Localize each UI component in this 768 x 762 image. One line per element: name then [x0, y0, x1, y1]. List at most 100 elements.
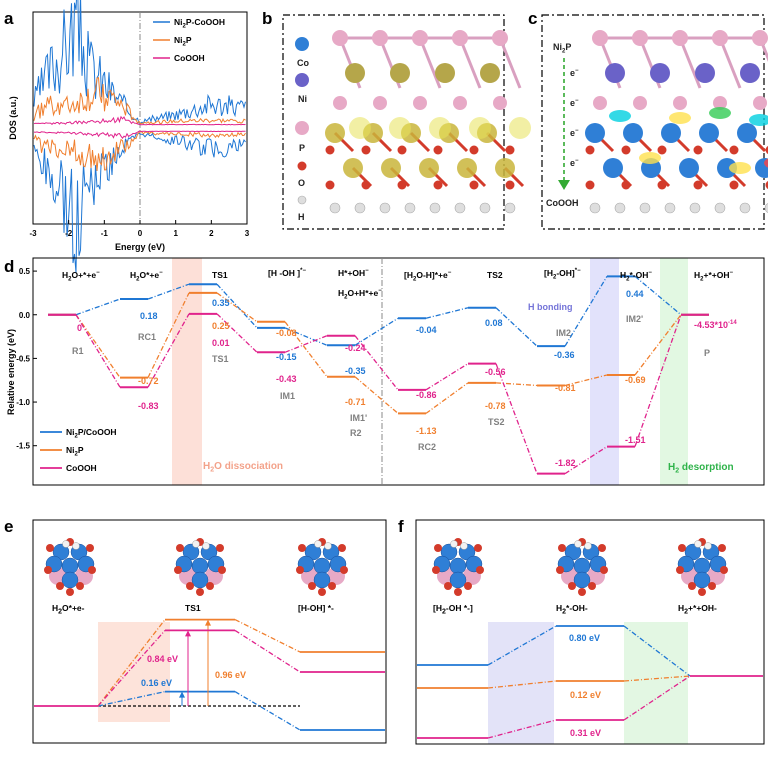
value-label: 0.08 [485, 318, 503, 328]
h-atom [203, 543, 210, 550]
ni-atom [650, 63, 670, 83]
f-bonding-region [488, 622, 554, 744]
h-atom [665, 203, 675, 213]
ni-atom [740, 63, 760, 83]
e-barrier-arrowhead [185, 630, 191, 636]
energy-ytick-label: -1.5 [16, 442, 30, 451]
o-atom [694, 146, 703, 155]
atom-label-ni: Ni [298, 94, 307, 104]
co-atom [62, 558, 78, 574]
o-atom [44, 566, 52, 574]
energy-legend: Ni2P/CoOOH Ni2P CoOOH [40, 427, 117, 473]
o-atom [658, 181, 667, 190]
h-atom [505, 203, 515, 213]
o-atom [558, 544, 566, 552]
value-label: 0.25 [212, 321, 230, 331]
ni-atom [605, 63, 625, 83]
o-atom [66, 588, 74, 596]
charge-isosurface [429, 117, 451, 139]
value-label: -0.43 [276, 374, 297, 384]
o-atom [470, 146, 479, 155]
h2o-dissociation-label: H2O dissociation [203, 461, 283, 474]
energy-ytick-label: -1.0 [16, 398, 30, 407]
h2-desorption-region [660, 258, 688, 485]
e-connector [235, 630, 300, 672]
state-ts1: TS1 [212, 354, 229, 364]
o-atom [308, 582, 316, 590]
co-atom [603, 158, 623, 178]
o-atom [622, 146, 631, 155]
o-atom [56, 582, 64, 590]
legend-cooh: CoOOH [174, 53, 205, 63]
dos-xtick-label: 1 [173, 229, 178, 238]
barrier-chart-f: [H2-OH *-] H2*-OH- H2+*+OH- 0.80 eV 0.12… [416, 520, 764, 744]
stage-ts2: TS2 [487, 270, 503, 280]
o-atom [338, 544, 346, 552]
e-series [34, 620, 385, 730]
o-atom [698, 588, 706, 596]
value-label: -1.51 [625, 435, 646, 445]
o-atom [694, 181, 703, 190]
charge-density-blob [729, 162, 751, 174]
dos-xtick-label: 2 [209, 229, 214, 238]
value-label: -0.81 [555, 383, 576, 393]
o-atom [586, 181, 595, 190]
co-atom [381, 158, 401, 178]
value-label: -0.24 [345, 343, 366, 353]
value-label: -0.78 [485, 401, 506, 411]
value-label: -0.69 [625, 375, 646, 385]
ni-atom [695, 63, 715, 83]
o-atom [398, 181, 407, 190]
o-atom [362, 181, 371, 190]
state-ts2: TS2 [488, 417, 505, 427]
h-atom [715, 203, 725, 213]
panel-label-a: a [4, 9, 14, 28]
stage-h2-free: H2+*+OH− [694, 270, 733, 283]
energy-ytick-label: -0.5 [16, 354, 30, 363]
stage-h-plus-oh: H*+OH− [338, 268, 369, 278]
legend-ni2p: Ni2P [66, 445, 84, 458]
e-connector [235, 620, 300, 652]
h-atom [325, 543, 332, 550]
ni-atom-icon [295, 73, 309, 87]
h-atom [380, 203, 390, 213]
state-rc1: RC1 [138, 332, 156, 342]
value-label: -1.82 [555, 458, 576, 468]
value-label: -0.83 [138, 401, 159, 411]
o-atom [318, 588, 326, 596]
h-atom [695, 541, 702, 548]
o-atom [218, 566, 226, 574]
c-top-label: Ni2P [553, 42, 571, 55]
p-atom [492, 30, 508, 46]
f-desorption-region [624, 622, 688, 744]
o-atom [432, 566, 440, 574]
ni-atom [390, 63, 410, 83]
o-atom [46, 544, 54, 552]
value-label: -0.72 [138, 376, 159, 386]
o-atom [444, 582, 452, 590]
value-label: -0.36 [554, 350, 575, 360]
dos-xtick-label: -3 [29, 229, 37, 238]
charge-transfer-arrowhead [558, 180, 570, 190]
dos-xtick-label: -1 [101, 229, 109, 238]
p-atom [452, 30, 468, 46]
o-atom [598, 544, 606, 552]
h-atom [461, 543, 468, 550]
stage-h2o-free: H2O+*+e− [62, 270, 100, 283]
co-atom [574, 572, 590, 588]
h-atom [355, 203, 365, 213]
o-atom [474, 544, 482, 552]
state-im2: IM2 [556, 328, 571, 338]
charge-density-blob [669, 112, 691, 124]
h-bonding-label: H bonding [528, 302, 573, 312]
o-atom [76, 582, 84, 590]
p-atom [672, 30, 688, 46]
e-stage-2: TS1 [185, 603, 201, 613]
panel-label-f: f [398, 517, 404, 536]
value-label: -0.86 [416, 390, 437, 400]
co-atom [661, 123, 681, 143]
bond [420, 38, 440, 88]
state-r1: R1 [72, 346, 84, 356]
stage-ts1: TS1 [212, 270, 228, 280]
p-atom [413, 96, 427, 110]
